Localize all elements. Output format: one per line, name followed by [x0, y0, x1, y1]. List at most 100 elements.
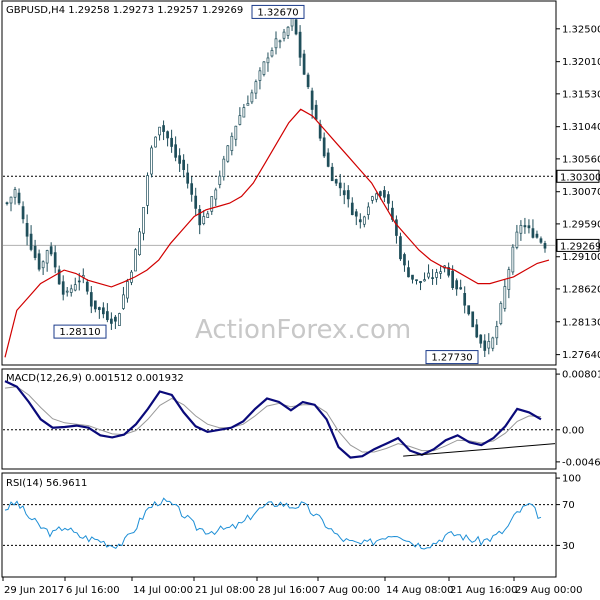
price-candle-body [25, 223, 29, 237]
rsi-y-tick-label: 100 [562, 474, 581, 485]
price-candle-body [262, 61, 266, 75]
price-tag-box [556, 169, 600, 183]
price-candle-body [41, 261, 45, 269]
price-candle-body [49, 246, 53, 255]
price-candle-body [206, 213, 210, 218]
price-candle-body [5, 202, 9, 205]
price-candle-body [146, 175, 149, 206]
annotation-box [251, 4, 305, 19]
price-candle-body [314, 104, 318, 120]
macd-y-tick-label: 0.00 [562, 425, 584, 436]
watermark: ActionForex.com [195, 315, 411, 345]
price-candle-body [411, 274, 414, 280]
price-candle-body [523, 225, 527, 228]
price-candle-body [479, 334, 483, 344]
price-candle-body [45, 250, 49, 264]
macd-panel-title: MACD(12,26,9) 0.001512 0.001932 [6, 373, 184, 384]
annotation-label: 1.32670 [257, 7, 298, 18]
price-candle-body [218, 175, 222, 185]
price-y-tick-label: 1.27640 [562, 350, 600, 361]
price-candle-body [166, 131, 169, 139]
price-candle-body [77, 280, 81, 283]
price-candle-body [403, 254, 406, 266]
price-candle-body [93, 300, 97, 310]
price-candle-body [194, 195, 198, 209]
price-candle-body [499, 303, 503, 324]
price-candle-body [475, 324, 479, 338]
price-candle-body [258, 70, 262, 81]
rsi-y-tick-label: 70 [562, 500, 575, 511]
price-y-tick-label: 1.31040 [562, 122, 600, 133]
price-candle-body [306, 74, 310, 88]
price-y-tick-label: 1.32500 [562, 24, 600, 35]
price-candle-body [463, 292, 467, 306]
price-candle-body [375, 193, 378, 200]
price-candle-body [298, 31, 302, 58]
price-candle-body [423, 279, 426, 282]
price-candle-body [134, 249, 137, 272]
price-candle-body [254, 81, 258, 94]
price-candle-body [186, 172, 190, 184]
price-candle-body [471, 311, 475, 328]
price-y-tick-label: 1.30560 [562, 154, 600, 165]
price-annotation: 1.28110 [53, 324, 107, 339]
axis-layer: 1.32500 1.32010 1.31530 1.31040 1.30560 1.300… [2, 24, 600, 596]
price-candle-body [250, 92, 254, 103]
price-candle-body [142, 207, 145, 234]
price-candle-body [515, 231, 519, 248]
price-annotation: 1.32670 [251, 4, 305, 19]
price-tag-box [556, 238, 600, 252]
price-candle-body [53, 252, 57, 268]
price-candle-body [65, 290, 69, 293]
price-candle-body [214, 189, 218, 200]
price-candle-body [138, 231, 141, 256]
price-candle-body [366, 206, 370, 215]
price-candle-body [158, 126, 161, 136]
price-y-tick-label: 1.29590 [562, 219, 600, 230]
price-candle-body [395, 219, 398, 236]
macd-signal-line [4, 386, 542, 453]
price-candle-body [431, 277, 434, 279]
price-candle-body [379, 191, 382, 196]
price-candle-body [358, 219, 362, 223]
price-candle-body [154, 136, 157, 148]
macd-y-tick-label: -0.004619 [562, 457, 600, 468]
price-candle-body [210, 196, 214, 212]
price-candle-body [85, 281, 89, 292]
price-candle-body [387, 194, 390, 204]
x-tick-label: 14 Jul 00:00 [133, 585, 193, 596]
price-candle-body [447, 267, 450, 276]
price-candle-body [21, 206, 25, 220]
price-candle-body [334, 179, 338, 184]
price-candle-body [531, 228, 535, 238]
price-candle-body [9, 196, 13, 204]
price-candle-body [182, 159, 186, 170]
price-candle-body [439, 271, 442, 274]
price-candle-body [350, 202, 354, 216]
support-price-tag: 1.30300 [560, 172, 600, 183]
price-candle-body [174, 144, 177, 158]
price-candle-body [266, 57, 270, 64]
annotation-label: 1.27730 [431, 353, 472, 364]
price-candle-body [511, 246, 515, 273]
price-candle-body [190, 183, 194, 195]
price-candle-body [519, 225, 523, 234]
annotation-box [53, 324, 107, 339]
price-candle-body [278, 40, 282, 43]
price-candle-body [495, 325, 499, 339]
x-tick-label: 28 Jul 16:00 [258, 585, 318, 596]
price-panel-title: GBPUSD,H4 1.29258 1.29273 1.29257 1.2926… [6, 5, 243, 16]
price-candle-body [338, 182, 342, 189]
price-candle-body [455, 280, 459, 290]
price-candle-body [399, 236, 402, 260]
x-tick-label: 21 Jul 08:00 [195, 585, 255, 596]
price-candle-body [114, 316, 117, 322]
price-candle-body [89, 292, 93, 307]
price-candle-body [17, 192, 21, 204]
price-candle-body [427, 272, 430, 278]
price-y-tick-label: 1.32010 [562, 57, 600, 68]
price-candle-body [294, 19, 298, 35]
annotation-box [425, 350, 479, 365]
